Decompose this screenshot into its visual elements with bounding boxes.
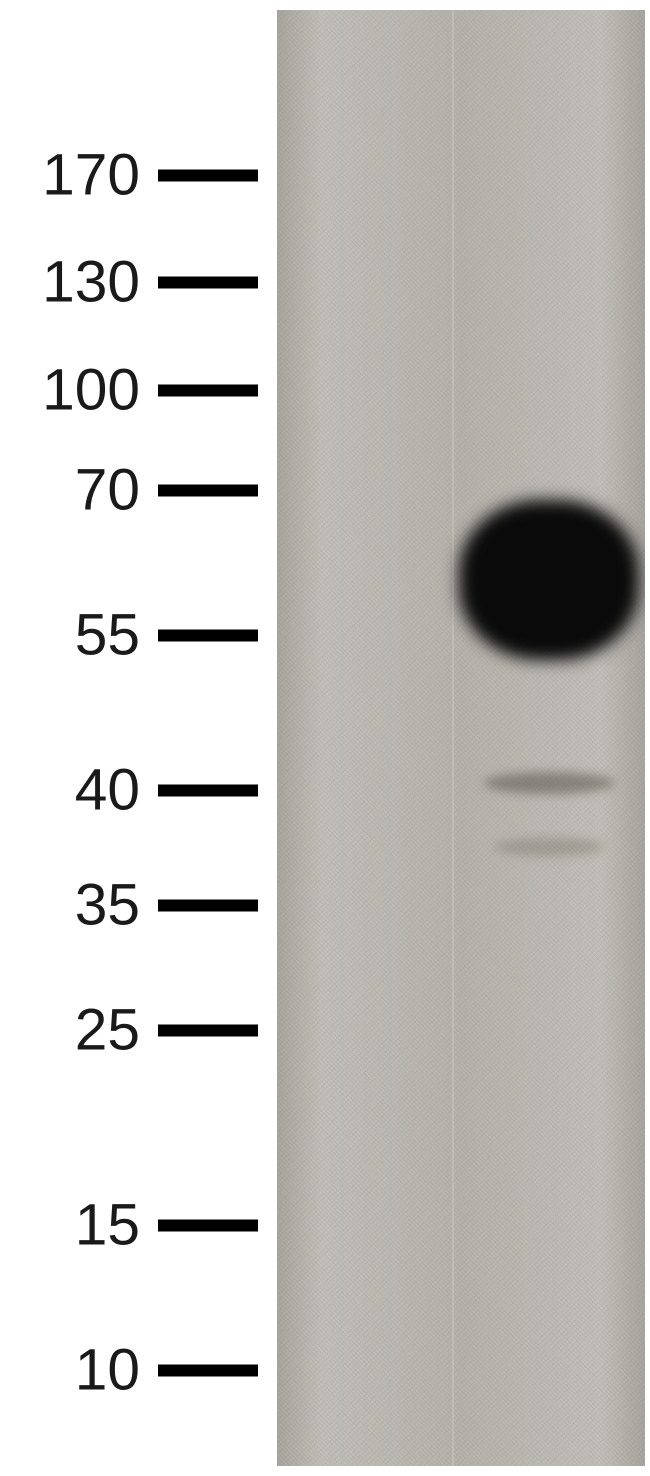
ladder-marker-label: 100 — [0, 357, 140, 424]
figure-container: 170 130 100 70 55 40 35 25 15 10 — [0, 0, 650, 1476]
ladder-marker-label: 25 — [0, 997, 140, 1064]
ladder-marker-tick — [158, 784, 258, 796]
ladder-marker: 40 — [0, 757, 258, 824]
ladder-marker-label: 15 — [0, 1192, 140, 1259]
ladder-marker: 25 — [0, 997, 258, 1064]
ladder-marker-label: 55 — [0, 602, 140, 669]
membrane-texture — [277, 10, 645, 1466]
ladder-marker-tick — [158, 629, 258, 641]
ladder-marker: 70 — [0, 457, 258, 524]
ladder-marker: 10 — [0, 1337, 258, 1404]
blot-band — [459, 500, 639, 660]
ladder-marker-label: 70 — [0, 457, 140, 524]
ladder-marker: 100 — [0, 357, 258, 424]
ladder-marker-label: 35 — [0, 872, 140, 939]
molecular-weight-ladder: 170 130 100 70 55 40 35 25 15 10 — [0, 0, 270, 1476]
ladder-marker-label: 130 — [0, 249, 140, 316]
ladder-marker: 170 — [0, 142, 258, 209]
lane-divider — [452, 10, 454, 1466]
ladder-marker-label: 170 — [0, 142, 140, 209]
ladder-marker-tick — [158, 899, 258, 911]
ladder-marker: 130 — [0, 249, 258, 316]
blot-band — [484, 772, 614, 794]
ladder-marker: 55 — [0, 602, 258, 669]
blot-band — [494, 838, 604, 856]
ladder-marker-tick — [158, 1219, 258, 1231]
ladder-marker-label: 10 — [0, 1337, 140, 1404]
ladder-marker-tick — [158, 276, 258, 288]
ladder-marker: 15 — [0, 1192, 258, 1259]
ladder-marker-tick — [158, 1024, 258, 1036]
ladder-marker-label: 40 — [0, 757, 140, 824]
ladder-marker-tick — [158, 484, 258, 496]
ladder-marker-tick — [158, 169, 258, 181]
ladder-marker-tick — [158, 384, 258, 396]
ladder-marker-tick — [158, 1364, 258, 1376]
ladder-marker: 35 — [0, 872, 258, 939]
blot-membrane — [277, 10, 645, 1466]
